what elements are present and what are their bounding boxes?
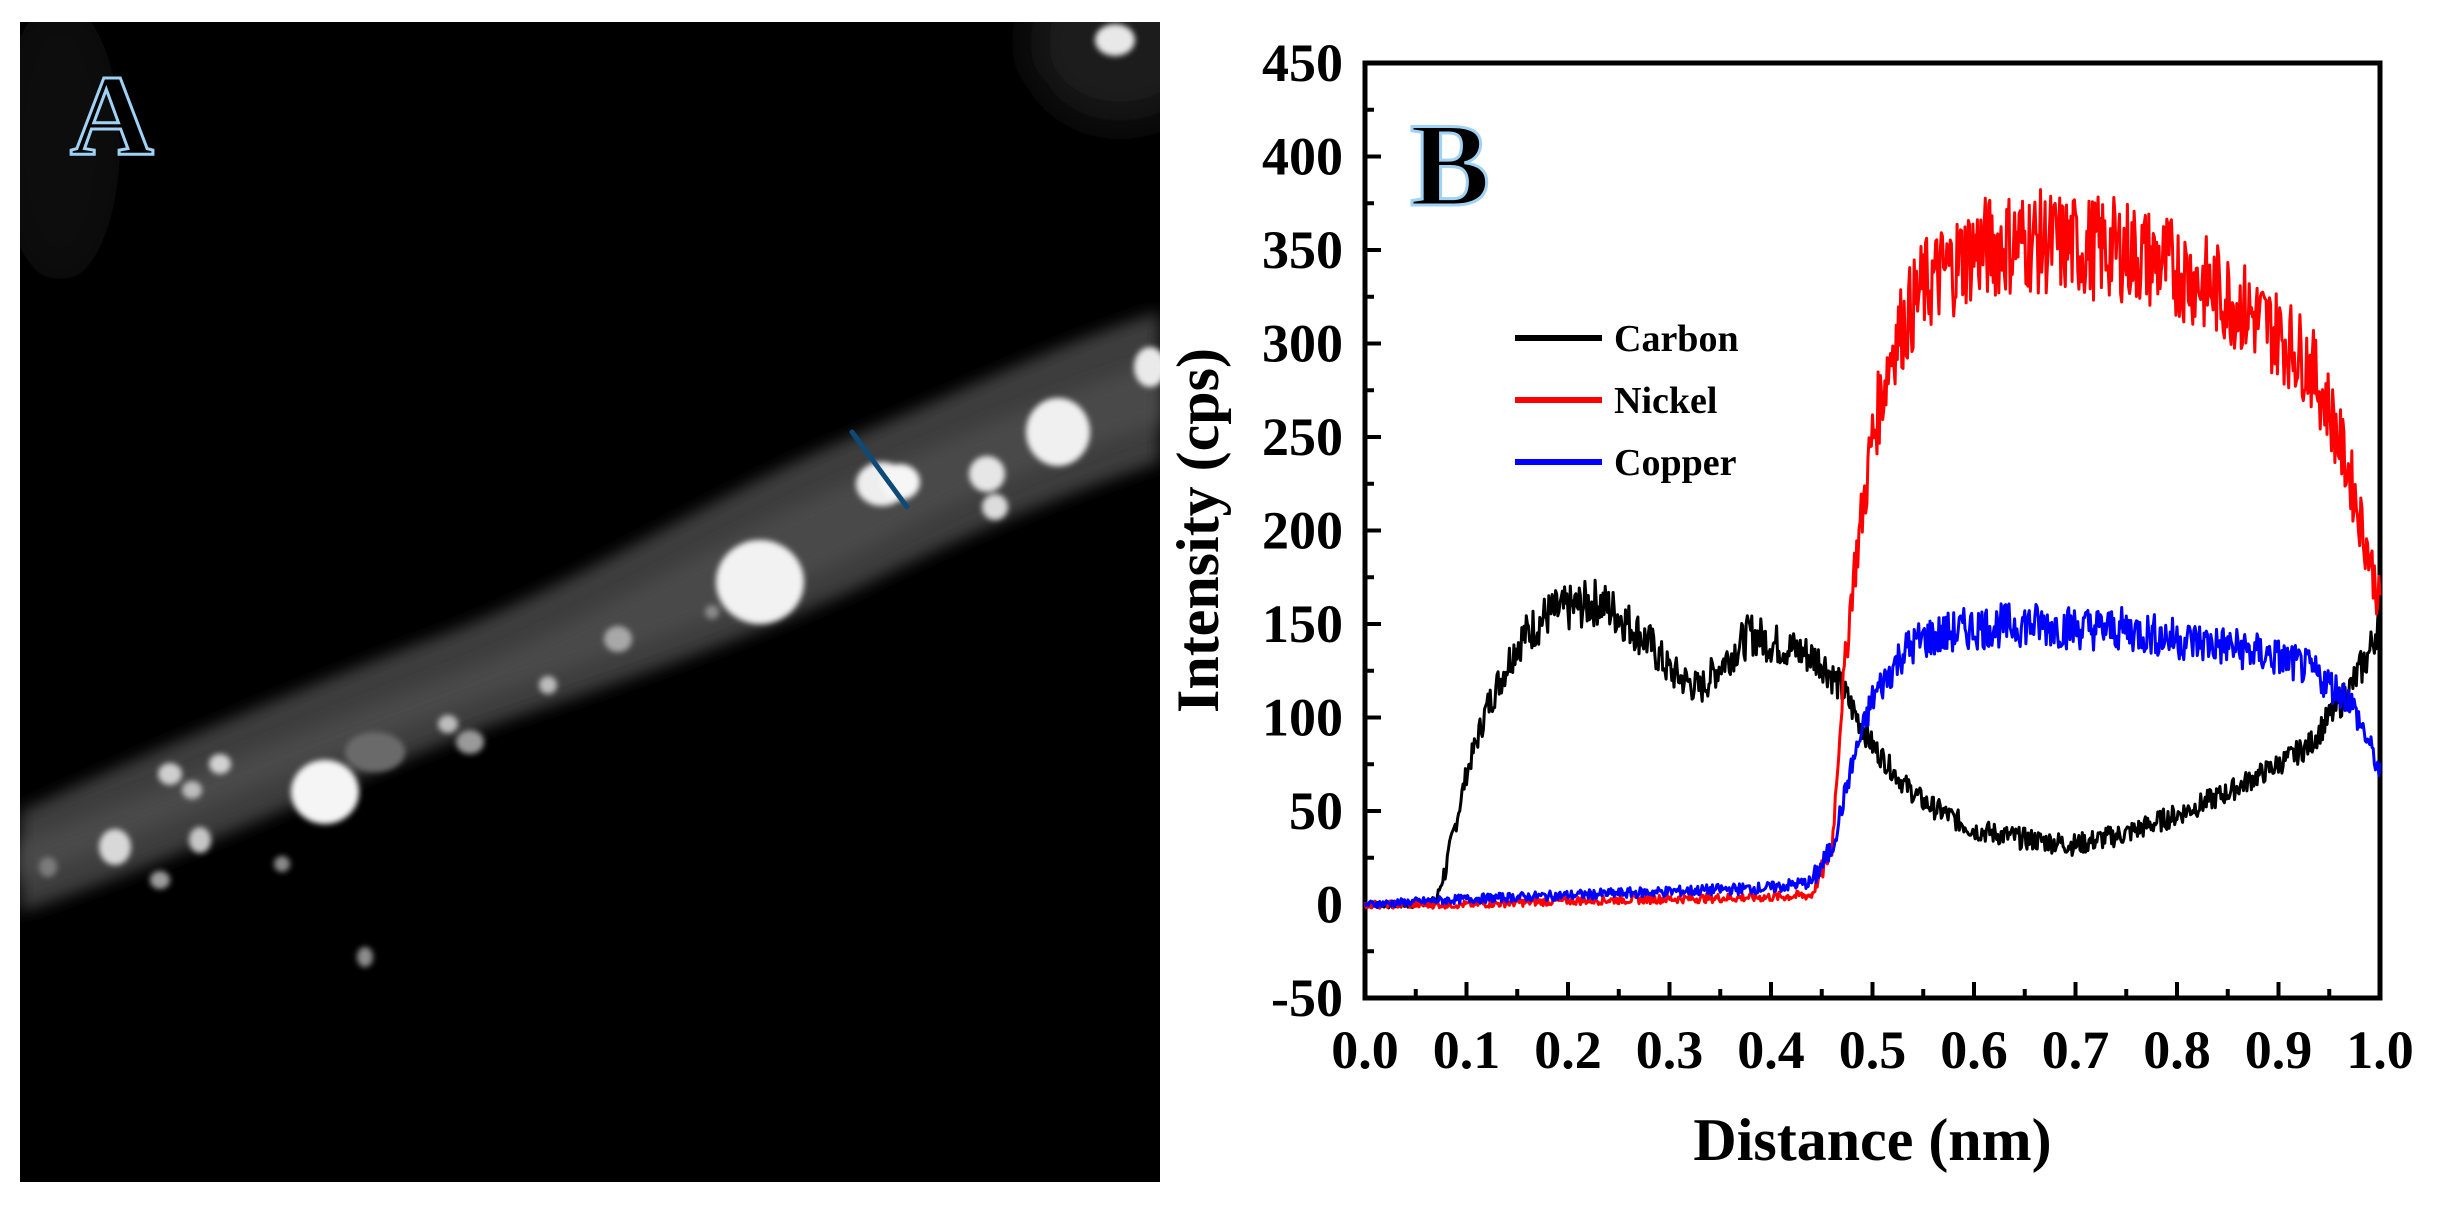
particle [539, 676, 557, 694]
particle [1026, 398, 1090, 466]
particle [1095, 24, 1135, 56]
x-tick-label: 0.4 [1737, 1020, 1805, 1080]
x-tick-label: 0.7 [2042, 1020, 2110, 1080]
series-line-nickel [1363, 188, 2382, 910]
x-tick-label: 0.5 [1839, 1020, 1907, 1080]
x-tick-label: 0.1 [1433, 1020, 1501, 1080]
panel-label-a: A [70, 52, 154, 180]
particle [291, 760, 359, 824]
legend: Carbon Nickel Copper [1515, 318, 1739, 484]
particle [274, 856, 290, 872]
particle [880, 464, 920, 500]
axis-ticks [1363, 61, 2382, 1000]
legend-label-carbon: Carbon [1614, 318, 1739, 360]
particle [39, 857, 57, 877]
particle [969, 456, 1005, 492]
x-tick-labels: 0.0 0.1 0.2 0.3 0.4 0.5 0.6 0.7 0.8 0.9 1.0 [1331, 1020, 2414, 1080]
micrograph-panel: A [20, 22, 1160, 1182]
x-tick-label: 0.0 [1331, 1020, 1399, 1080]
nanoparticles [39, 24, 1160, 967]
particle [189, 827, 211, 853]
particle [182, 781, 202, 799]
y-tick-label: 200 [1262, 501, 1343, 561]
particle [438, 715, 458, 733]
particle [209, 754, 231, 774]
x-tick-label: 0.8 [2143, 1020, 2211, 1080]
micrograph-image: A [20, 22, 1160, 1182]
particle [604, 626, 632, 652]
particle [158, 763, 182, 785]
y-tick-labels: -50 0 50 100 150 200 250 300 350 400 450 [1262, 33, 1343, 1028]
particle [150, 871, 170, 889]
particle [357, 947, 373, 967]
panel-label-b: B [1410, 98, 1490, 231]
legend-label-nickel: Nickel [1614, 380, 1717, 422]
line-scan-marker [849, 429, 910, 510]
x-axis-title: Distance (nm) [1693, 1107, 2051, 1173]
x-tick-label: 0.3 [1636, 1020, 1704, 1080]
x-tick-label: 0.2 [1534, 1020, 1602, 1080]
y-tick-label: 0 [1316, 875, 1343, 935]
y-axis-title: Intensity (cps) [1165, 348, 1231, 713]
particle [705, 605, 719, 619]
particle [1134, 347, 1160, 387]
series-line-carbon [1364, 578, 2382, 910]
y-tick-label: -50 [1271, 968, 1343, 1028]
y-tick-label: 350 [1262, 220, 1343, 280]
series-lines [1363, 188, 2382, 910]
y-tick-label: 300 [1262, 314, 1343, 374]
plot-frame [1362, 60, 2383, 1001]
particle [99, 829, 131, 865]
legend-label-copper: Copper [1614, 442, 1737, 484]
x-tick-label: 0.9 [2245, 1020, 2313, 1080]
y-tick-label: 50 [1289, 781, 1343, 841]
x-tick-label: 1.0 [2346, 1020, 2414, 1080]
y-tick-label: 450 [1262, 33, 1343, 93]
edge-haze [20, 22, 120, 282]
particle [456, 730, 484, 754]
particle [716, 540, 804, 624]
particle [345, 732, 405, 772]
y-tick-label: 400 [1262, 127, 1343, 187]
y-tick-label: 150 [1262, 594, 1343, 654]
y-tick-label: 250 [1262, 407, 1343, 467]
y-tick-label: 100 [1262, 688, 1343, 748]
series-line-copper [1363, 602, 2382, 910]
particle [982, 494, 1008, 520]
x-tick-label: 0.6 [1940, 1020, 2008, 1080]
